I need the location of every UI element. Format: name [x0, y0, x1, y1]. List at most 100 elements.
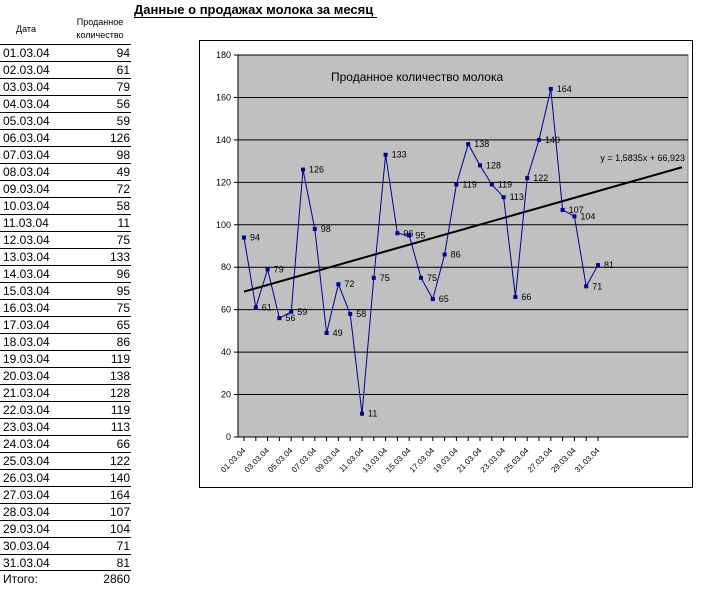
table-row[interactable]: 16.03.04 75 [0, 299, 131, 316]
quantity-cell[interactable]: 56 [116, 97, 130, 111]
quantity-cell[interactable]: 104 [109, 522, 130, 536]
data-point [596, 263, 600, 268]
quantity-cell[interactable]: 107 [109, 505, 130, 519]
table-row[interactable]: 15.03.04 95 [0, 282, 131, 299]
quantity-cell[interactable]: 61 [116, 63, 130, 77]
date-cell[interactable]: 04.03.04 [3, 97, 50, 111]
date-cell[interactable]: 05.03.04 [3, 114, 50, 128]
table-row[interactable]: 05.03.04 59 [0, 112, 131, 129]
sales-chart[interactable]: 0 20 40 60 80 100 120 140 160 180 01.03.04 03.03.04… [199, 40, 693, 488]
date-cell[interactable]: 31.03.04 [3, 556, 50, 570]
date-cell[interactable]: 15.03.04 [3, 284, 50, 298]
quantity-cell[interactable]: 119 [110, 403, 130, 417]
quantity-cell[interactable]: 79 [116, 80, 130, 94]
date-cell[interactable]: 13.03.04 [3, 250, 50, 264]
date-cell[interactable]: 03.03.04 [3, 80, 50, 94]
x-tick-label: 09.03.04 [313, 446, 342, 475]
table-row[interactable]: 30.03.04 71 [0, 537, 131, 554]
table-row[interactable]: 23.03.04 113 [0, 418, 131, 435]
date-cell[interactable]: 22.03.04 [3, 403, 50, 417]
table-row[interactable]: 04.03.04 56 [0, 95, 131, 112]
quantity-cell[interactable]: 81 [116, 556, 130, 570]
quantity-cell[interactable]: 96 [116, 267, 130, 281]
table-row[interactable]: 08.03.04 49 [0, 163, 131, 180]
date-cell[interactable]: 08.03.04 [3, 165, 50, 179]
date-cell[interactable]: 26.03.04 [3, 471, 50, 485]
table-row[interactable]: 20.03.04 138 [0, 367, 131, 384]
table-row[interactable]: 12.03.04 75 [0, 231, 131, 248]
quantity-cell[interactable]: 113 [110, 420, 130, 434]
date-cell[interactable]: 02.03.04 [3, 63, 50, 77]
quantity-cell[interactable]: 138 [109, 369, 130, 383]
table-row[interactable]: 19.03.04 119 [0, 350, 131, 367]
table-row[interactable]: 06.03.04 126 [0, 129, 131, 146]
data-label: 11 [368, 409, 377, 419]
date-cell[interactable]: 29.03.04 [3, 522, 50, 536]
table-row[interactable]: 25.03.04 122 [0, 452, 131, 469]
quantity-cell[interactable]: 71 [116, 539, 130, 553]
table-row[interactable]: 14.03.04 96 [0, 265, 131, 282]
date-cell[interactable]: 09.03.04 [3, 182, 50, 196]
date-cell[interactable]: 06.03.04 [3, 131, 50, 145]
quantity-cell[interactable]: 49 [116, 165, 130, 179]
date-cell[interactable]: 21.03.04 [3, 386, 50, 400]
table-row[interactable]: 17.03.04 65 [0, 316, 131, 333]
date-cell[interactable]: 23.03.04 [3, 420, 50, 434]
table-row[interactable]: 22.03.04 119 [0, 401, 131, 418]
quantity-cell[interactable]: 65 [116, 318, 130, 332]
date-cell[interactable]: 27.03.04 [3, 488, 50, 502]
quantity-cell[interactable]: 119 [110, 352, 130, 366]
quantity-cell[interactable]: 128 [109, 386, 130, 400]
quantity-cell[interactable]: 126 [109, 131, 130, 145]
table-row[interactable]: 26.03.04 140 [0, 469, 131, 486]
quantity-cell[interactable]: 72 [116, 182, 130, 196]
quantity-cell[interactable]: 75 [116, 301, 130, 315]
table-row[interactable]: 01.03.04 94 [0, 44, 131, 61]
quantity-cell[interactable]: 140 [109, 471, 130, 485]
table-row[interactable]: 03.03.04 79 [0, 78, 131, 95]
quantity-cell[interactable]: 66 [116, 437, 130, 451]
chart-title: Проданное количество молока [331, 70, 503, 84]
date-cell[interactable]: 24.03.04 [3, 437, 50, 451]
date-cell[interactable]: 07.03.04 [3, 148, 50, 162]
date-cell[interactable]: 19.03.04 [3, 352, 50, 366]
quantity-cell[interactable]: 59 [116, 114, 130, 128]
table-row[interactable]: 09.03.04 72 [0, 180, 131, 197]
quantity-cell[interactable]: 95 [116, 284, 130, 298]
table-row[interactable]: 18.03.04 86 [0, 333, 131, 350]
date-cell[interactable]: 20.03.04 [3, 369, 50, 383]
date-cell[interactable]: 30.03.04 [3, 539, 50, 553]
date-cell[interactable]: 18.03.04 [3, 335, 50, 349]
date-cell[interactable]: 25.03.04 [3, 454, 50, 468]
data-point [525, 176, 530, 181]
quantity-cell[interactable]: 58 [116, 199, 130, 213]
table-row[interactable]: 28.03.04 107 [0, 503, 131, 520]
date-cell[interactable]: 12.03.04 [3, 233, 50, 247]
date-cell[interactable]: 14.03.04 [3, 267, 50, 281]
date-cell[interactable]: 17.03.04 [3, 318, 50, 332]
quantity-cell[interactable]: 133 [109, 250, 130, 264]
quantity-cell[interactable]: 164 [109, 488, 130, 502]
quantity-cell[interactable]: 98 [116, 148, 130, 162]
table-row[interactable]: 29.03.04 104 [0, 520, 131, 537]
date-cell[interactable]: 10.03.04 [3, 199, 50, 213]
date-cell[interactable]: 11.03.04 [3, 216, 49, 230]
date-cell[interactable]: 28.03.04 [3, 505, 50, 519]
quantity-cell[interactable]: 75 [116, 233, 130, 247]
table-row[interactable]: 24.03.04 66 [0, 435, 131, 452]
table-row[interactable]: 31.03.04 81 [0, 554, 131, 571]
data-point [336, 282, 341, 287]
quantity-cell[interactable]: 86 [116, 335, 130, 349]
quantity-cell[interactable]: 122 [109, 454, 130, 468]
table-row[interactable]: 13.03.04 133 [0, 248, 131, 265]
table-row[interactable]: 07.03.04 98 [0, 146, 131, 163]
date-cell[interactable]: 01.03.04 [3, 46, 50, 60]
table-row[interactable]: 02.03.04 61 [0, 61, 131, 78]
table-row[interactable]: 21.03.04 128 [0, 384, 131, 401]
quantity-cell[interactable]: 94 [116, 46, 130, 60]
quantity-cell[interactable]: 11 [117, 216, 130, 230]
table-row[interactable]: 11.03.04 11 [0, 214, 131, 231]
table-row[interactable]: 10.03.04 58 [0, 197, 131, 214]
date-cell[interactable]: 16.03.04 [3, 301, 50, 315]
table-row[interactable]: 27.03.04 164 [0, 486, 131, 503]
